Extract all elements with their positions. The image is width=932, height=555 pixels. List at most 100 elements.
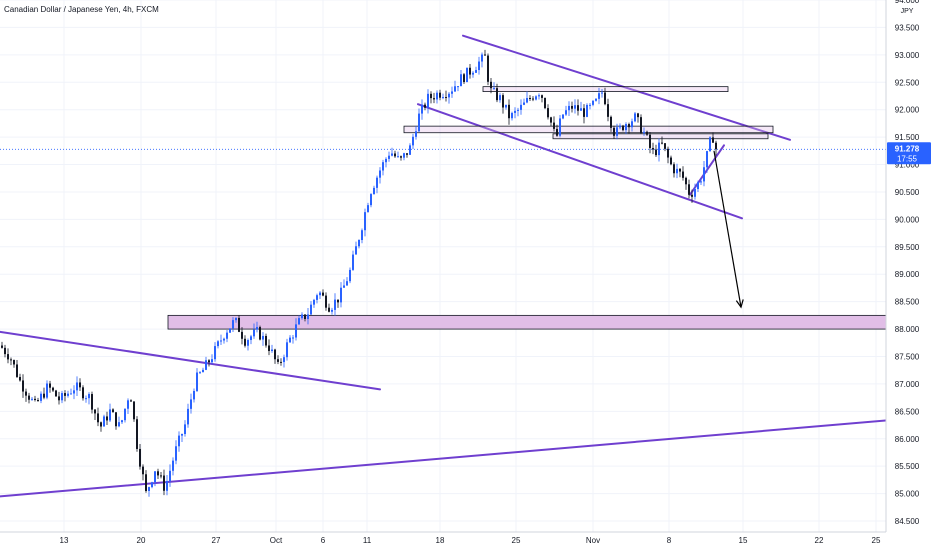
candle-body xyxy=(598,93,600,99)
candle-body xyxy=(4,347,6,355)
candle-body xyxy=(622,125,624,131)
candle-body xyxy=(187,408,189,425)
candle-body xyxy=(223,338,225,341)
candle-body xyxy=(592,100,594,105)
candle-body xyxy=(337,299,339,303)
candle-body xyxy=(49,383,51,388)
candle-body xyxy=(523,102,525,105)
candle-body xyxy=(7,354,9,360)
candle-body xyxy=(349,269,351,282)
candle-body xyxy=(199,372,201,374)
candle-body xyxy=(547,108,549,118)
candle-body xyxy=(127,400,129,409)
candle-body xyxy=(559,118,561,136)
candle-body xyxy=(445,97,447,99)
candle-body xyxy=(484,54,486,56)
candle-body xyxy=(142,466,144,475)
candle-body xyxy=(502,95,504,108)
candle-body xyxy=(265,335,267,346)
candle-body xyxy=(391,153,393,156)
candle-body xyxy=(259,327,261,340)
candle-body xyxy=(397,156,399,158)
candle-body xyxy=(469,67,471,75)
candle-body xyxy=(712,137,714,143)
candle-body xyxy=(652,147,654,150)
price-zone xyxy=(482,86,729,92)
candle-body xyxy=(130,400,132,402)
price-tick-label: 92.500 xyxy=(895,78,920,87)
candle-body xyxy=(616,127,618,136)
candle-body xyxy=(46,383,48,398)
time-tick-label: 11 xyxy=(363,536,372,545)
candle-body xyxy=(244,338,246,346)
price-tick-label: 89.500 xyxy=(895,243,920,252)
candle-body xyxy=(208,360,210,363)
candle-body xyxy=(346,281,348,286)
candle-body xyxy=(181,433,183,436)
candle-body xyxy=(694,189,696,197)
current-price-value: 91.278 xyxy=(895,144,920,153)
candle-body xyxy=(13,360,15,365)
candle-body xyxy=(541,95,543,98)
trendline xyxy=(462,34,791,141)
candle-body xyxy=(478,61,480,71)
candle-body xyxy=(379,170,381,178)
candle-body xyxy=(367,205,369,213)
candle-body xyxy=(463,74,465,83)
candle-body xyxy=(91,394,93,410)
price-tick-label: 88.000 xyxy=(895,325,920,334)
candle-body xyxy=(88,394,90,399)
candle-body xyxy=(214,346,216,360)
candle-body xyxy=(454,86,456,92)
candle-body xyxy=(424,104,426,108)
candle-body xyxy=(460,74,462,87)
candle-body xyxy=(385,158,387,163)
candle-body xyxy=(361,230,363,241)
projection-arrow-head xyxy=(735,299,744,309)
price-zone xyxy=(403,125,774,134)
candle-body xyxy=(514,110,516,113)
candle-body xyxy=(658,142,660,156)
candle-body xyxy=(172,460,174,471)
candle-body xyxy=(508,104,510,119)
candle-body xyxy=(358,240,360,247)
candle-body xyxy=(238,317,240,332)
candle-body xyxy=(640,117,642,133)
candle-body xyxy=(421,104,423,114)
price-tick-label: 87.000 xyxy=(895,380,920,389)
price-tick-label: 91.500 xyxy=(895,133,920,142)
price-tick-label: 86.500 xyxy=(895,407,920,416)
candle-body xyxy=(205,360,207,370)
candle-body xyxy=(301,314,303,319)
candle-body xyxy=(688,184,690,195)
candle-body xyxy=(1,345,3,348)
price-tick-label: 93.500 xyxy=(895,23,920,32)
candle-body xyxy=(517,109,519,111)
time-axis-bg xyxy=(0,532,932,550)
candle-body xyxy=(613,127,615,136)
candle-body xyxy=(682,171,684,178)
candle-body xyxy=(685,177,687,185)
price-tick-label: 85.000 xyxy=(895,490,920,499)
candle-body xyxy=(133,401,135,420)
candle-body xyxy=(289,337,291,343)
candle-body xyxy=(292,337,294,339)
candle-body xyxy=(667,148,669,158)
candle-body xyxy=(76,382,78,391)
candle-body xyxy=(340,287,342,303)
time-tick-label: 6 xyxy=(321,536,326,545)
candle-body xyxy=(40,393,42,401)
time-tick-label: Nov xyxy=(586,536,600,545)
candle-body xyxy=(262,335,264,340)
candle-body xyxy=(64,393,66,396)
candle-body xyxy=(490,81,492,89)
annotations xyxy=(0,148,886,309)
price-tick-label: 93.000 xyxy=(895,51,920,60)
candle-body xyxy=(73,390,75,394)
candle-body xyxy=(472,72,474,75)
candle-body xyxy=(493,88,495,90)
candle-body xyxy=(415,131,417,137)
candle-body xyxy=(700,181,702,183)
candle-body xyxy=(409,145,411,155)
